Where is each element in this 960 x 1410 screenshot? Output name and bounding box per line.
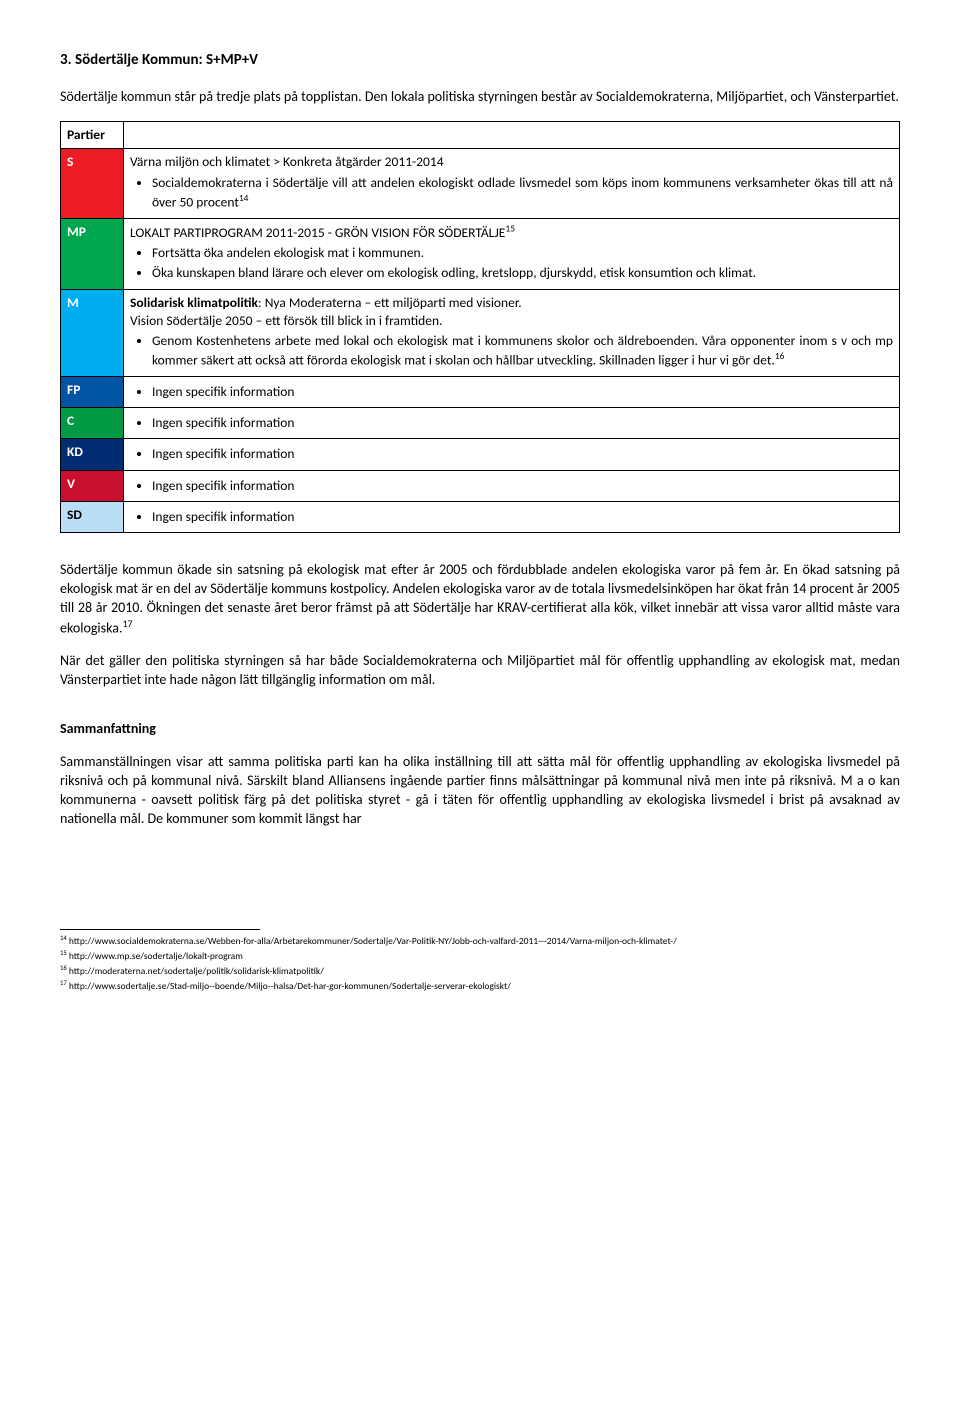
party-label-s: S bbox=[61, 149, 124, 218]
party-content-fp: Ingen specifik information bbox=[124, 377, 900, 408]
party-label-fp: FP bbox=[61, 377, 124, 408]
table-row: KD Ingen specifik information bbox=[61, 439, 900, 470]
party-content-kd: Ingen specifik information bbox=[124, 439, 900, 470]
table-row: MP LOKALT PARTIPROGRAM 2011-2015 - GRÖN … bbox=[61, 218, 900, 289]
party-label-v: V bbox=[61, 470, 124, 501]
footnote-ref: 17 bbox=[122, 618, 132, 630]
body-paragraph-2: När det gäller den politiska styrningen … bbox=[60, 652, 900, 690]
bullet: Ingen specifik information bbox=[152, 445, 893, 463]
party-label-mp: MP bbox=[61, 218, 124, 289]
text: Södertälje kommun ökade sin satsning på … bbox=[60, 561, 900, 636]
table-header-row: Partier bbox=[61, 122, 900, 149]
bullet: Ingen specifik information bbox=[152, 414, 893, 432]
party-table: Partier S Värna miljön och klimatet > Ko… bbox=[60, 121, 900, 533]
row-title: Värna miljön och klimatet > Konkreta åtg… bbox=[130, 153, 444, 170]
footnote-text: http://www.mp.se/sodertalje/lokalt-progr… bbox=[69, 950, 243, 962]
bullet: Fortsätta öka andelen ekologisk mat i ko… bbox=[152, 244, 893, 262]
footnote-ref: 14 bbox=[239, 192, 249, 204]
row-title-text: LOKALT PARTIPROGRAM 2011-2015 - GRÖN VIS… bbox=[130, 224, 505, 241]
party-label-kd: KD bbox=[61, 439, 124, 470]
table-row: M Solidarisk klimatpolitik: Nya Moderate… bbox=[61, 289, 900, 376]
table-row: SD Ingen specifik information bbox=[61, 501, 900, 532]
bullet: Ingen specifik information bbox=[152, 477, 893, 495]
bullet: Genom Kostenhetens arbete med lokal och … bbox=[152, 332, 893, 370]
party-label-sd: SD bbox=[61, 501, 124, 532]
table-row: FP Ingen specifik information bbox=[61, 377, 900, 408]
footnote-text: http://www.socialdemokraterna.se/Webben-… bbox=[69, 935, 677, 947]
party-content-c: Ingen specifik information bbox=[124, 408, 900, 439]
row-subtitle: Vision Södertälje 2050 – ett försök till… bbox=[130, 312, 443, 329]
body-paragraph-1: Södertälje kommun ökade sin satsning på … bbox=[60, 561, 900, 638]
bullet: Öka kunskapen bland lärare och elever om… bbox=[152, 264, 893, 282]
table-header-cell: Partier bbox=[61, 122, 124, 149]
footnote-text: http://www.sodertalje.se/Stad-miljo--boe… bbox=[69, 980, 511, 992]
bullet: Ingen specifik information bbox=[152, 383, 893, 401]
page-title: 3. Södertälje Kommun: S+MP+V bbox=[60, 50, 900, 70]
party-label-c: C bbox=[61, 408, 124, 439]
summary-paragraph: Sammanställningen visar att samma politi… bbox=[60, 753, 900, 829]
footnote-ref: 16 bbox=[775, 350, 785, 362]
footnote-ref: 15 bbox=[505, 223, 515, 235]
party-content-sd: Ingen specifik information bbox=[124, 501, 900, 532]
summary-heading: Sammanfattning bbox=[60, 720, 900, 739]
intro-paragraph: Södertälje kommun står på tredje plats p… bbox=[60, 88, 900, 107]
party-content-v: Ingen specifik information bbox=[124, 470, 900, 501]
bullet: Socialdemokraterna i Södertälje vill att… bbox=[152, 174, 893, 212]
table-header-empty bbox=[124, 122, 900, 149]
party-content-s: Värna miljön och klimatet > Konkreta åtg… bbox=[124, 149, 900, 218]
footnote: 15 http://www.mp.se/sodertalje/lokalt-pr… bbox=[60, 949, 900, 963]
table-row: C Ingen specifik information bbox=[61, 408, 900, 439]
bullet: Ingen specifik information bbox=[152, 508, 893, 526]
footnote-text: http://moderaterna.net/sodertalje/politi… bbox=[69, 965, 324, 977]
row-title: LOKALT PARTIPROGRAM 2011-2015 - GRÖN VIS… bbox=[130, 224, 515, 241]
row-title: Solidarisk klimatpolitik: Nya Moderatern… bbox=[130, 294, 522, 311]
footnote-divider bbox=[60, 929, 260, 930]
footnotes-list: 14 http://www.socialdemokraterna.se/Webb… bbox=[60, 934, 900, 993]
party-label-m: M bbox=[61, 289, 124, 376]
table-row: V Ingen specifik information bbox=[61, 470, 900, 501]
party-content-m: Solidarisk klimatpolitik: Nya Moderatern… bbox=[124, 289, 900, 376]
bullet-text: Socialdemokraterna i Södertälje vill att… bbox=[152, 174, 893, 211]
footnote: 14 http://www.socialdemokraterna.se/Webb… bbox=[60, 934, 900, 948]
party-content-mp: LOKALT PARTIPROGRAM 2011-2015 - GRÖN VIS… bbox=[124, 218, 900, 289]
footnote: 17 http://www.sodertalje.se/Stad-miljo--… bbox=[60, 979, 900, 993]
bold-text: Solidarisk klimatpolitik bbox=[130, 294, 258, 311]
table-row: S Värna miljön och klimatet > Konkreta å… bbox=[61, 149, 900, 218]
footnote: 16 http://moderaterna.net/sodertalje/pol… bbox=[60, 964, 900, 978]
text: : Nya Moderaterna – ett miljöparti med v… bbox=[258, 294, 522, 311]
